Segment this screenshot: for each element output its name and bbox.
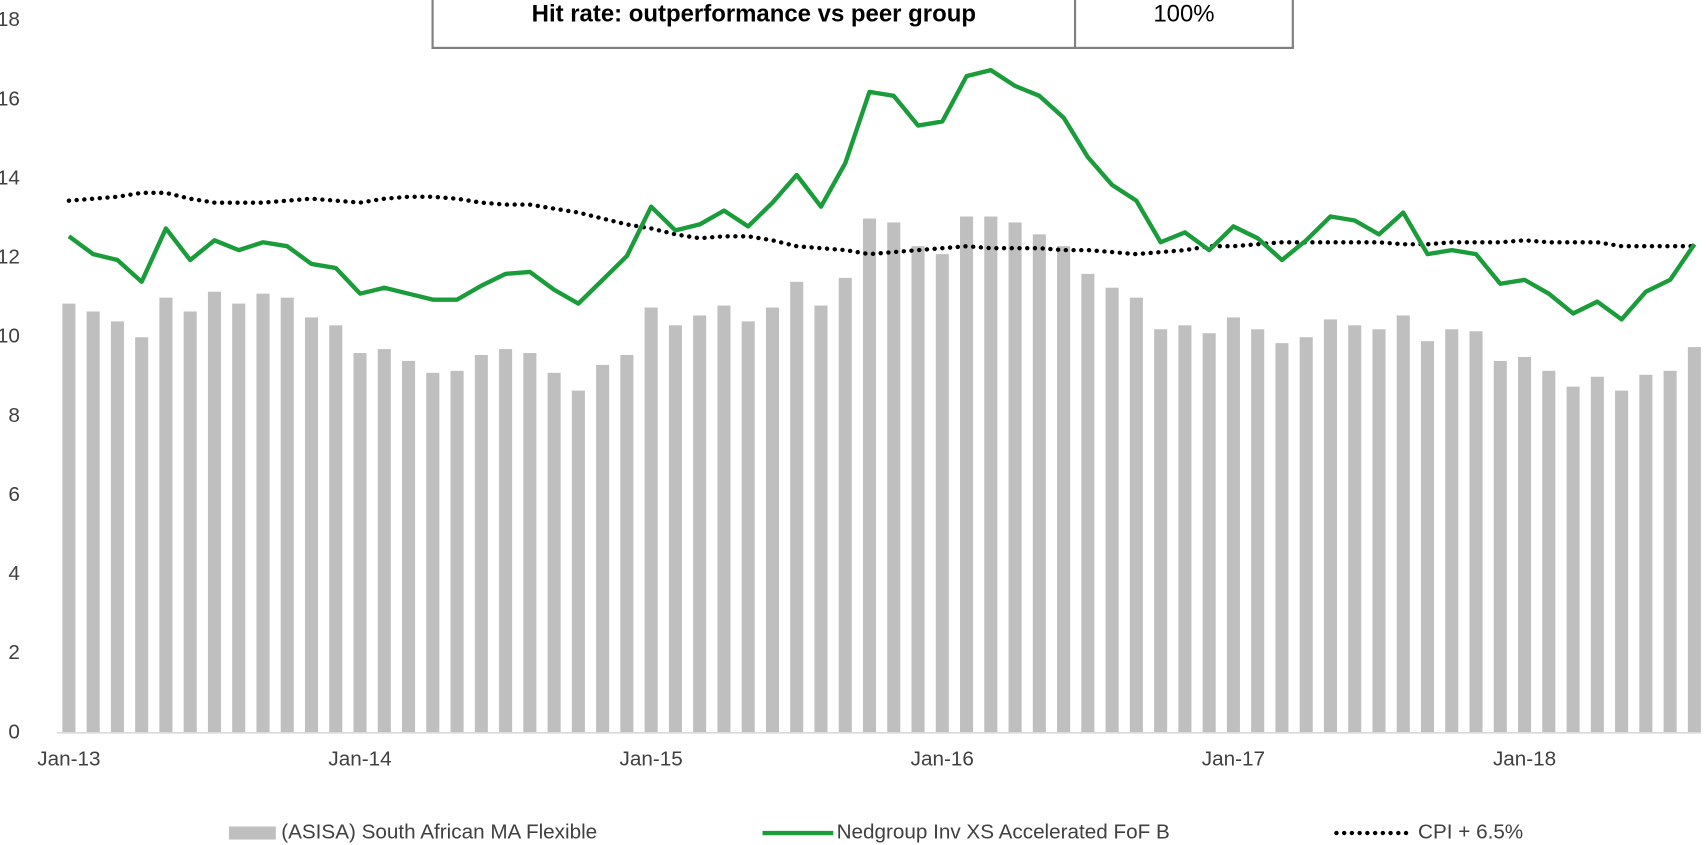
bar bbox=[547, 372, 561, 733]
bar bbox=[232, 303, 246, 733]
y-tick-label: 0 bbox=[8, 720, 20, 743]
y-tick-label: 16 bbox=[0, 87, 20, 110]
legend-swatch bbox=[228, 826, 276, 840]
bar bbox=[984, 216, 998, 733]
bar bbox=[1566, 386, 1580, 733]
bar bbox=[1396, 315, 1410, 733]
x-tick-label: Jan-14 bbox=[328, 748, 391, 771]
legend-label: CPI + 6.5% bbox=[1418, 820, 1523, 843]
x-tick-label: Jan-15 bbox=[620, 748, 683, 771]
bar bbox=[911, 246, 925, 733]
bar bbox=[1323, 319, 1338, 733]
bar bbox=[1469, 331, 1483, 733]
bar bbox=[1615, 390, 1629, 733]
x-tick-label: Jan-17 bbox=[1202, 748, 1265, 771]
bar bbox=[1542, 370, 1556, 733]
bar bbox=[183, 311, 197, 733]
bar bbox=[1420, 341, 1435, 733]
y-tick-label: 8 bbox=[8, 404, 20, 427]
bar bbox=[402, 360, 416, 733]
series-line bbox=[67, 67, 1697, 322]
bar bbox=[1251, 329, 1265, 733]
bar bbox=[1372, 329, 1386, 733]
legend-label: (ASISA) South African MA Flexible bbox=[281, 820, 597, 843]
bar bbox=[135, 337, 149, 733]
bar bbox=[304, 317, 319, 733]
annotation-value: 100% bbox=[1153, 1, 1214, 28]
bar bbox=[499, 349, 513, 733]
bar bbox=[1105, 287, 1119, 733]
y-tick-label: 10 bbox=[0, 325, 20, 348]
bar bbox=[1032, 234, 1046, 733]
y-tick-label: 18 bbox=[0, 8, 20, 31]
bar bbox=[474, 355, 488, 733]
y-tick-label: 12 bbox=[0, 246, 20, 269]
bar bbox=[1057, 246, 1071, 733]
bar bbox=[1008, 222, 1022, 733]
bar bbox=[62, 303, 76, 733]
bar bbox=[1178, 325, 1192, 733]
bar bbox=[862, 218, 877, 733]
bar bbox=[790, 281, 804, 733]
bar bbox=[1663, 370, 1677, 733]
bar bbox=[620, 355, 634, 733]
bar bbox=[1348, 325, 1362, 733]
y-tick-label: 6 bbox=[8, 483, 20, 506]
annotation-box bbox=[431, 0, 1294, 50]
bar bbox=[693, 315, 707, 733]
bar bbox=[1275, 343, 1289, 733]
bar bbox=[1639, 374, 1653, 733]
bar bbox=[1687, 347, 1701, 733]
bar bbox=[280, 297, 294, 733]
y-tick-label: 2 bbox=[8, 641, 20, 664]
bar bbox=[935, 254, 949, 733]
legend-label: Nedgroup Inv XS Accelerated FoF B bbox=[837, 820, 1170, 843]
bar bbox=[960, 216, 974, 733]
bar bbox=[887, 222, 901, 733]
bar bbox=[765, 307, 779, 733]
bar bbox=[668, 325, 682, 733]
bar bbox=[644, 307, 658, 733]
bar bbox=[110, 321, 124, 733]
bar bbox=[207, 291, 221, 733]
x-tick-label: Jan-16 bbox=[911, 748, 974, 771]
bar bbox=[838, 277, 852, 733]
annotation-label: Hit rate: outperformance vs peer group bbox=[532, 1, 976, 28]
bar bbox=[1590, 376, 1604, 733]
bar bbox=[1493, 360, 1507, 733]
y-tick-label: 4 bbox=[8, 562, 20, 585]
bar bbox=[717, 305, 731, 733]
bar bbox=[377, 349, 391, 733]
bar bbox=[256, 293, 270, 733]
bar bbox=[86, 311, 100, 733]
bar bbox=[450, 370, 464, 733]
bar bbox=[1081, 273, 1095, 733]
bar bbox=[523, 353, 537, 733]
bar bbox=[1518, 356, 1532, 733]
bar bbox=[159, 297, 173, 733]
bar bbox=[1226, 317, 1240, 733]
bar bbox=[1445, 329, 1459, 733]
bar bbox=[596, 364, 610, 733]
x-tick-label: Jan-13 bbox=[37, 748, 100, 771]
bar bbox=[1129, 297, 1143, 733]
bar bbox=[353, 353, 367, 733]
bar bbox=[571, 390, 585, 733]
bar bbox=[1202, 333, 1216, 733]
bar bbox=[426, 372, 440, 733]
bar bbox=[1299, 337, 1313, 733]
bar bbox=[814, 305, 828, 733]
x-tick-label: Jan-18 bbox=[1493, 748, 1556, 771]
y-tick-label: 14 bbox=[0, 166, 20, 189]
bar bbox=[1154, 329, 1168, 733]
bar bbox=[329, 325, 343, 733]
series-line bbox=[66, 190, 1697, 257]
bar bbox=[741, 321, 755, 733]
